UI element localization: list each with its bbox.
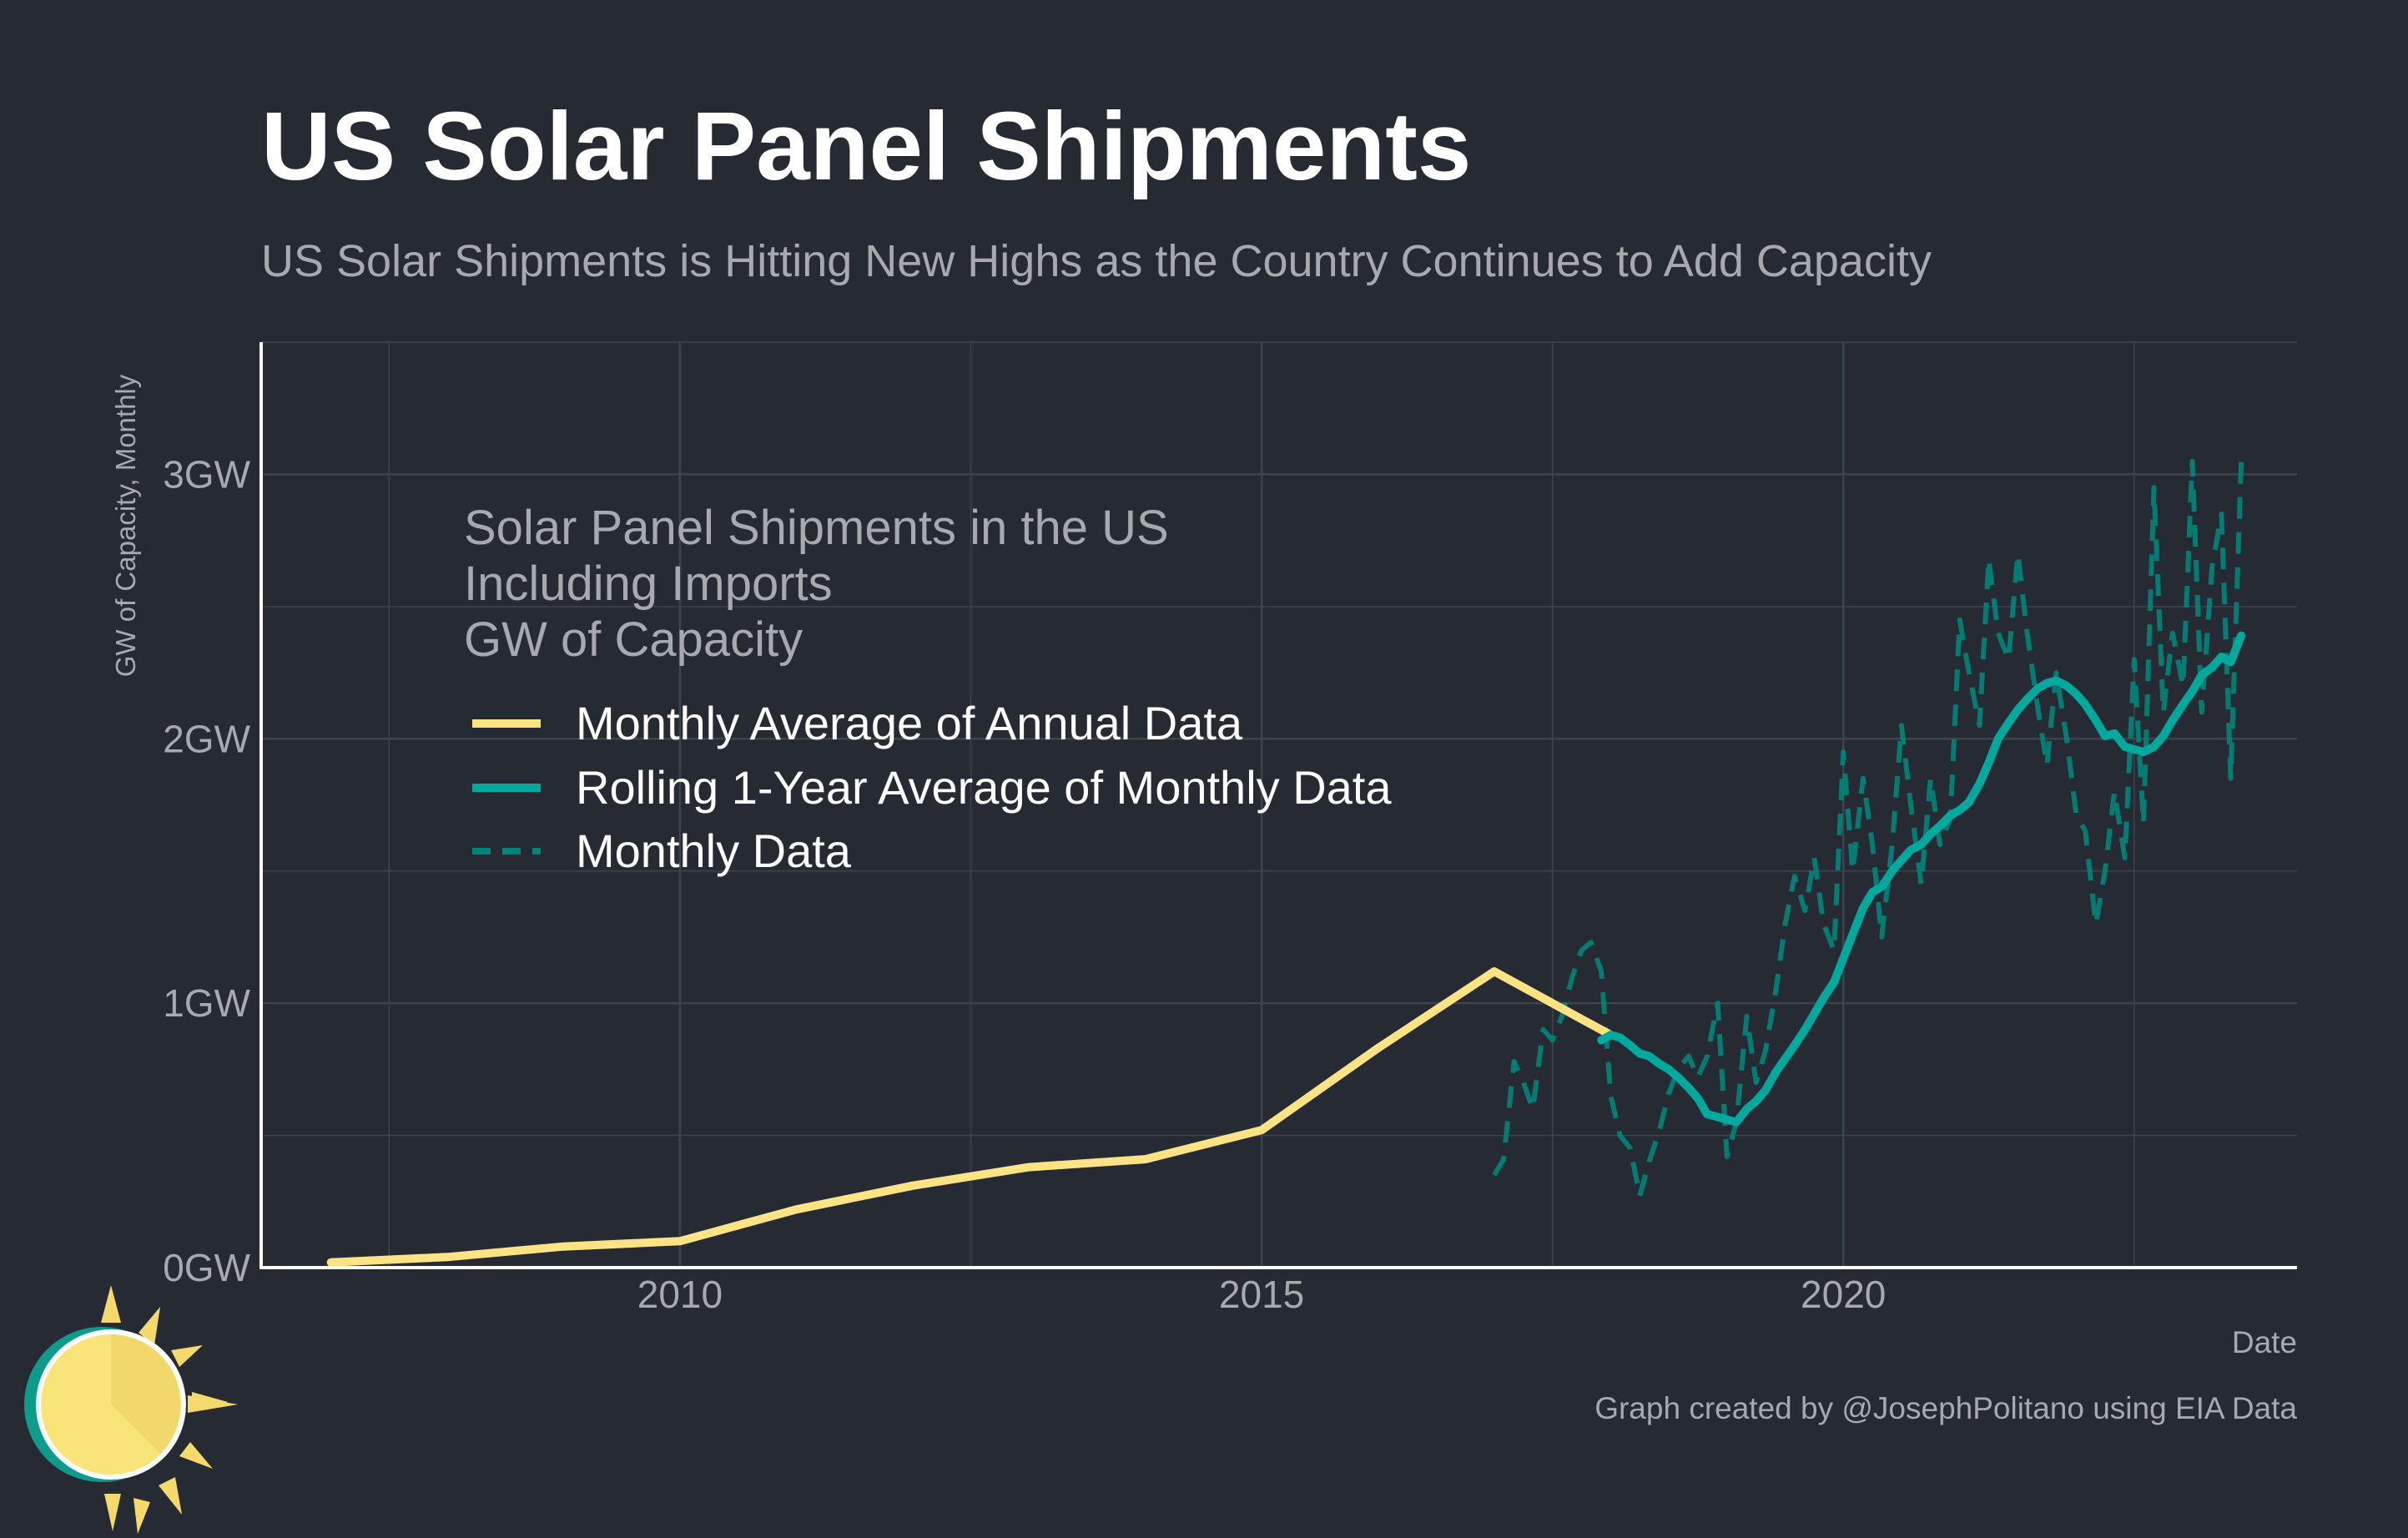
y-tick-label: 1GW	[163, 981, 250, 1025]
legend-title-line-2: Including Imports	[464, 557, 833, 611]
legend-label-annual: Monthly Average of Annual Data	[576, 697, 1243, 749]
legend-label-rolling: Rolling 1-Year Average of Monthly Data	[576, 761, 1392, 814]
x-tick-label: 2020	[1801, 1273, 1886, 1316]
chart-title: US Solar Panel Shipments	[261, 92, 1472, 200]
legend-title-line-1: Solar Panel Shipments in the US	[464, 501, 1169, 555]
tick-labels: 2010 2015 2020 0GW 1GW 2GW 3GW	[163, 452, 1886, 1316]
y-tick-label: 2GW	[163, 717, 250, 760]
legend-title-line-3: GW of Capacity	[464, 613, 803, 667]
x-axis-title: Date	[2232, 1325, 2297, 1359]
legend-label-monthly: Monthly Data	[576, 824, 852, 877]
series-monthly-line	[1492, 458, 2244, 1199]
series-rolling-line	[1597, 631, 2246, 1127]
x-tick-label: 2010	[637, 1273, 723, 1316]
series-group	[326, 458, 2246, 1267]
chart-subtitle: US Solar Shipments is Hitting New Highs …	[261, 236, 1932, 286]
source-caption: Graph created by @JosephPolitano using E…	[1594, 1391, 2297, 1425]
sun-rays	[101, 1285, 238, 1534]
gridlines	[261, 341, 2297, 1268]
y-tick-label: 0GW	[163, 1246, 250, 1289]
axes	[259, 342, 2297, 1269]
x-tick-label: 2015	[1219, 1273, 1304, 1316]
series-annual-line	[326, 967, 1615, 1267]
legend: Solar Panel Shipments in the US Includin…	[464, 501, 1392, 877]
sun-logo	[24, 1285, 238, 1534]
y-tick-label: 3GW	[163, 452, 250, 496]
y-axis-title: GW of Capacity, Monthly	[110, 374, 141, 677]
sun-shade	[111, 1334, 181, 1454]
